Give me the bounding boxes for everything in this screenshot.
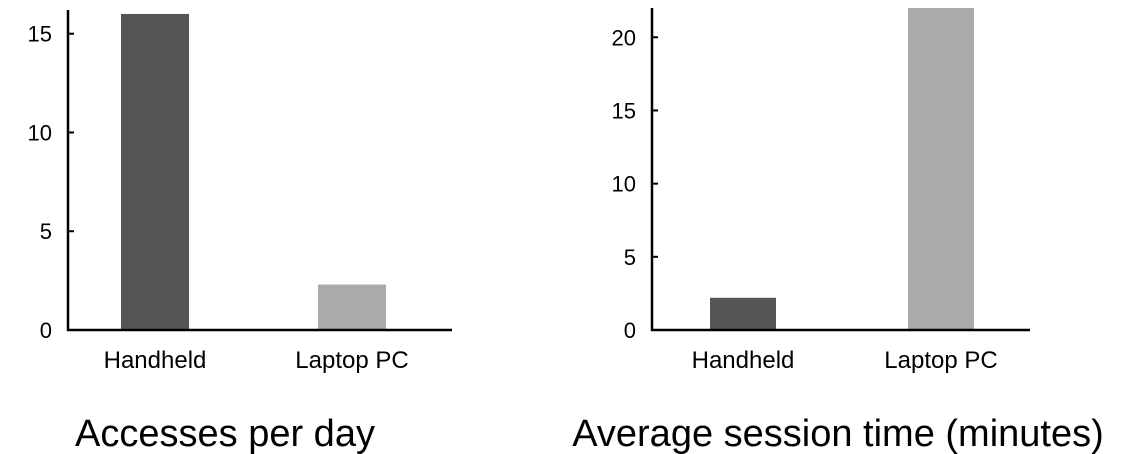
average-session-time-bar-laptop-pc bbox=[908, 8, 974, 330]
accesses-per-day-title: Accesses per day bbox=[75, 413, 375, 454]
average-session-time-y-tick-label: 15 bbox=[612, 98, 636, 123]
accesses-per-day-category-label: Laptop PC bbox=[295, 347, 408, 374]
accesses-per-day-bar-laptop-pc bbox=[318, 284, 386, 330]
average-session-time-title: Average session time (minutes) bbox=[572, 413, 1104, 454]
average-session-time-y-tick-label: 5 bbox=[624, 245, 636, 270]
average-session-time-category-label: Handheld bbox=[692, 347, 795, 374]
accesses-per-day-category-label: Handheld bbox=[104, 347, 207, 374]
accesses-per-day-y-tick-label: 10 bbox=[28, 120, 52, 145]
accesses-per-day-bar-handheld bbox=[121, 13, 189, 330]
accesses-per-day-y-tick-label: 0 bbox=[40, 318, 52, 343]
accesses-per-day-y-tick-label: 5 bbox=[40, 219, 52, 244]
accesses-per-day-chart: 0 5 10 15 Handheld Laptop PC Accesses per day bbox=[28, 10, 452, 454]
average-session-time-category-label: Laptop PC bbox=[884, 347, 997, 374]
accesses-per-day-y-tick-label: 15 bbox=[28, 22, 52, 47]
average-session-time-bar-handheld bbox=[710, 297, 776, 330]
average-session-time-y-tick-label: 20 bbox=[612, 25, 636, 50]
average-session-time-y-tick-label: 10 bbox=[612, 172, 636, 197]
average-session-time-y-tick-label: 0 bbox=[624, 318, 636, 343]
average-session-time-chart: 0 5 10 15 20 Handheld Laptop PC Average session… bbox=[572, 8, 1104, 454]
